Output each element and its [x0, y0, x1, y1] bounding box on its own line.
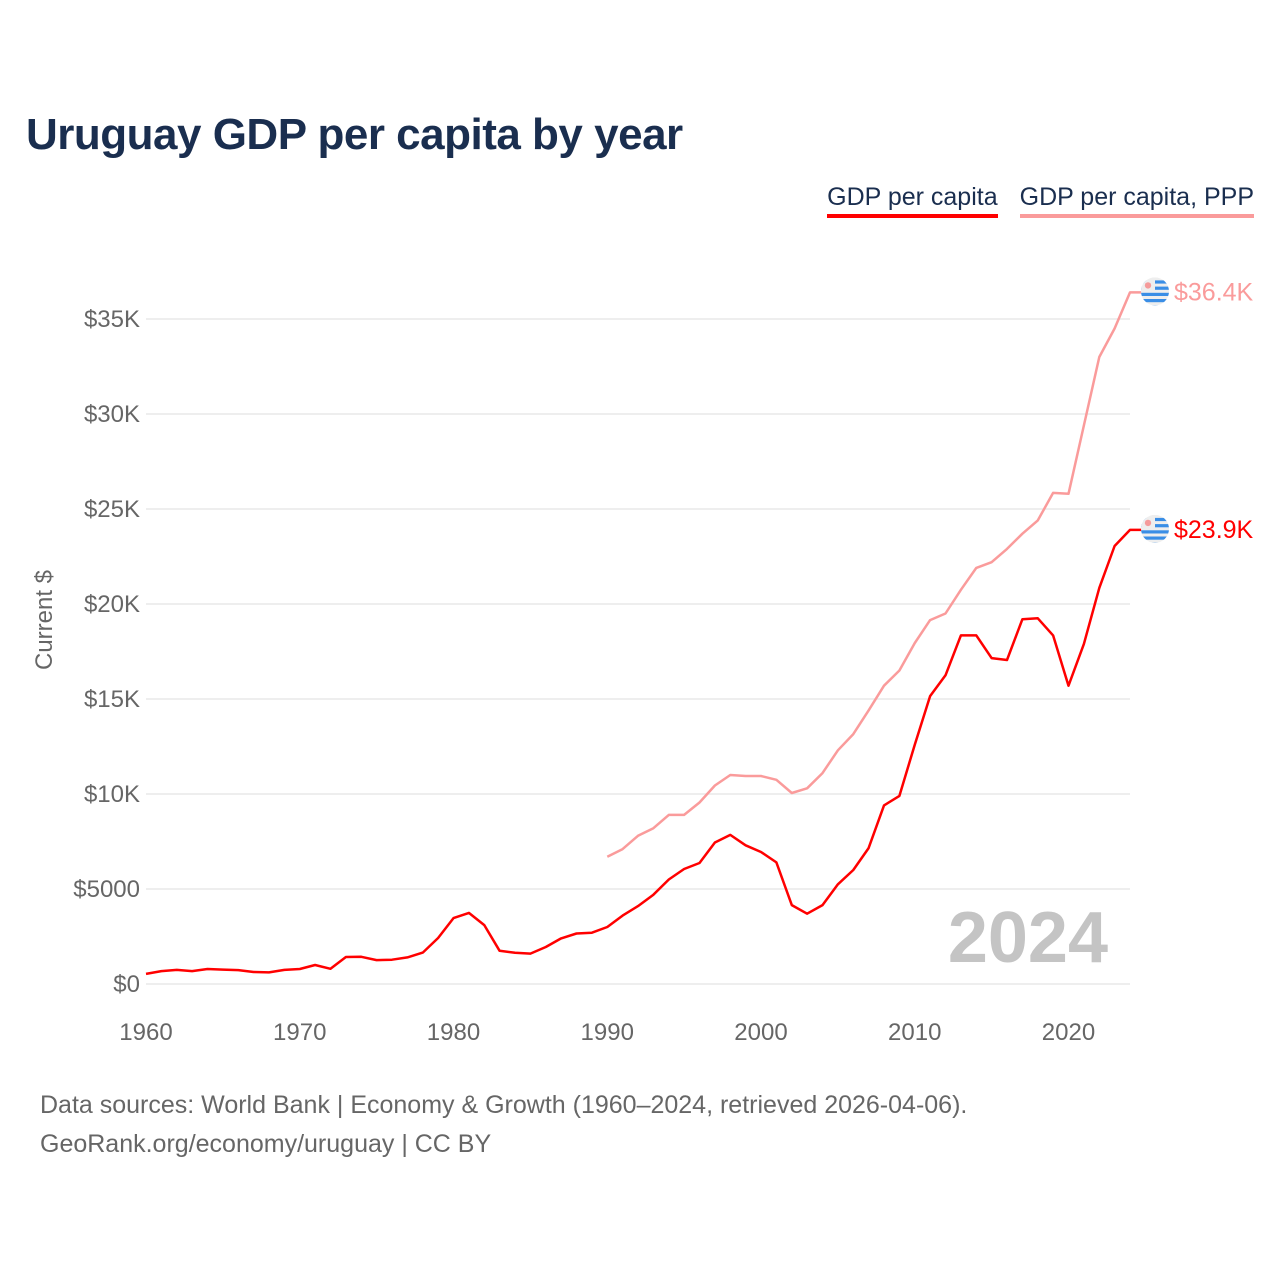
x-tick-label: 2020	[1042, 1019, 1095, 1046]
y-tick-label: $20K	[84, 591, 140, 618]
footer-sources: Data sources: World Bank | Economy & Gro…	[40, 1091, 968, 1119]
y-tick-label: $10K	[84, 781, 140, 808]
legend-gdp-per-capita-ppp[interactable]: GDP per capita, PPP	[1019, 183, 1254, 218]
y-tick-label: $30K	[84, 401, 140, 428]
series-line-gdp-per-capita-ppp[interactable]	[606, 291, 1142, 858]
footer: Data sources: World Bank | Economy & Gro…	[40, 1086, 967, 1164]
uruguay-flag-icon	[1141, 514, 1169, 543]
x-tick-label: 1960	[119, 1019, 172, 1046]
footer-link[interactable]: GeoRank.org/economy/uruguay | CC BY	[40, 1130, 492, 1158]
y-tick-label: $15K	[84, 686, 140, 713]
y-axis-label: Current $	[31, 570, 58, 670]
series-end-label: $23.9K	[1174, 516, 1254, 544]
uruguay-flag-icon	[1141, 277, 1169, 306]
series-end-label: $36.4K	[1174, 278, 1254, 306]
x-tick-label: 2000	[734, 1019, 787, 1046]
legend: GDP per capita GDP per capita, PPP	[827, 183, 1254, 218]
x-tick-label: 1970	[273, 1019, 326, 1046]
y-tick-label: $35K	[84, 306, 140, 333]
series-line-gdp-per-capita[interactable]	[145, 528, 1142, 976]
legend-gdp-per-capita[interactable]: GDP per capita	[827, 183, 998, 218]
y-tick-label: $25K	[84, 496, 140, 523]
chart-title: Uruguay GDP per capita by year	[26, 110, 683, 159]
y-tick-label: $5000	[73, 876, 140, 903]
x-tick-label: 1980	[427, 1019, 480, 1046]
x-tick-label: 2010	[888, 1019, 941, 1046]
x-tick-label: 1990	[581, 1019, 634, 1046]
year-watermark: 2024	[948, 898, 1108, 978]
y-tick-label: $0	[113, 971, 140, 998]
